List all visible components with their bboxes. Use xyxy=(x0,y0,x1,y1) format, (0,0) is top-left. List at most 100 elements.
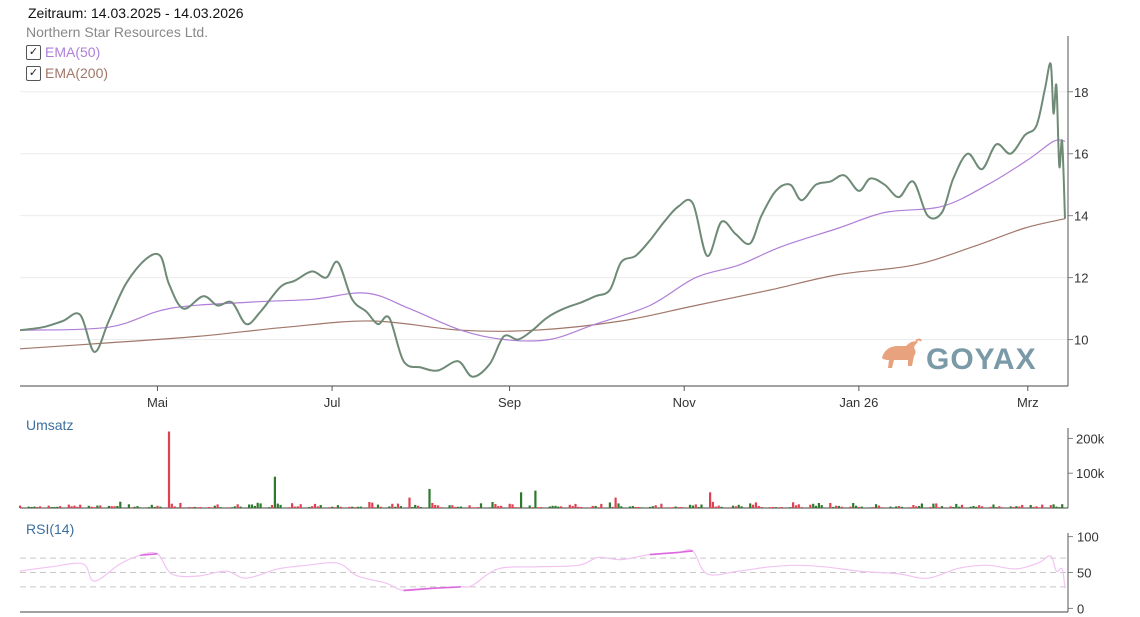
volume-bar xyxy=(872,507,875,508)
volume-bar xyxy=(90,506,93,508)
volume-bar xyxy=(448,505,451,508)
ema200-toggle[interactable]: ✓ EMA(200) xyxy=(26,65,108,81)
volume-bar xyxy=(356,506,359,508)
rsi-panel-title: RSI(14) xyxy=(26,521,74,537)
volume-bar xyxy=(780,507,783,508)
check-icon[interactable]: ✓ xyxy=(26,65,41,81)
volume-bar xyxy=(167,431,171,508)
volume-bar xyxy=(348,506,351,508)
volume-bar xyxy=(328,507,331,508)
volume-bar xyxy=(754,502,757,508)
volume-bar xyxy=(597,507,600,508)
volume-bar xyxy=(832,506,835,508)
volume-bar xyxy=(720,506,723,508)
volume-bar xyxy=(236,504,239,508)
volume-bar xyxy=(1018,506,1021,508)
volume-bar xyxy=(981,506,984,508)
volume-bar xyxy=(259,503,262,508)
volume-bar xyxy=(737,504,740,508)
volume-bar xyxy=(93,507,96,508)
volume-bar xyxy=(772,507,775,508)
volume-bar xyxy=(651,506,654,508)
volume-bar xyxy=(39,506,42,508)
volume-bar xyxy=(50,507,53,508)
volume-panel-title: Umsatz xyxy=(26,417,73,433)
volume-bar xyxy=(273,476,276,508)
volume-bar xyxy=(414,504,417,508)
volume-bar xyxy=(1001,507,1004,508)
volume-bar xyxy=(53,507,56,508)
volume-bar xyxy=(351,506,354,508)
volume-bar xyxy=(187,507,191,508)
volume-bar xyxy=(107,505,110,508)
x-tick-label: Mrz xyxy=(1017,395,1039,410)
rsi-tick-label: 100 xyxy=(1077,530,1099,545)
volume-bar xyxy=(477,507,480,508)
volume-bar xyxy=(940,506,944,508)
volume-bar xyxy=(571,506,574,508)
ema200-series xyxy=(19,218,1066,350)
volume-bar xyxy=(929,506,932,508)
volume-bar xyxy=(417,505,420,508)
volume-bar xyxy=(969,506,972,508)
volume-bar xyxy=(268,507,271,508)
volume-bar xyxy=(514,507,517,508)
volume-bar xyxy=(949,506,952,508)
volume-bar xyxy=(812,503,815,508)
ema50-toggle[interactable]: ✓ EMA(50) xyxy=(26,44,100,60)
period-label: Zeitraum: 14.03.2025 - 14.03.2026 xyxy=(28,5,244,21)
volume-bar xyxy=(199,507,202,508)
volume-bar xyxy=(688,504,692,508)
volume-bar xyxy=(792,502,795,508)
volume-bar xyxy=(276,503,279,508)
volume-bar xyxy=(540,507,543,508)
volume-bar xyxy=(494,504,497,508)
volume-bar xyxy=(439,507,443,508)
volume-bar xyxy=(179,502,182,508)
volume-bar xyxy=(880,507,883,508)
price-y-axis: 10 12 14 16 18 xyxy=(20,36,1088,387)
volume-bar xyxy=(253,506,256,508)
volume-bar xyxy=(56,506,59,508)
volume-bar xyxy=(751,504,755,508)
volume-bar xyxy=(239,506,242,508)
volume-bar xyxy=(511,504,514,508)
volume-bar xyxy=(895,506,898,508)
volume-bar xyxy=(428,488,431,508)
volume-bar xyxy=(855,505,858,508)
volume-bar xyxy=(617,503,620,508)
volume-bar xyxy=(228,507,231,508)
volume-bar xyxy=(660,503,663,508)
ema200-line xyxy=(19,218,1066,350)
volume-bar xyxy=(989,506,992,508)
volume-bar xyxy=(557,506,560,508)
volume-bar xyxy=(614,497,617,508)
volume-bar xyxy=(800,507,803,508)
volume-bar xyxy=(288,507,291,508)
volume-bar xyxy=(978,505,981,508)
volume-bar xyxy=(637,507,640,508)
price-grid xyxy=(20,91,1068,341)
volume-bar xyxy=(110,506,113,508)
rsi-tick-label: 50 xyxy=(1077,566,1091,581)
volume-bar xyxy=(1041,504,1044,508)
volume-bar xyxy=(190,507,193,508)
volume-bar xyxy=(600,503,603,508)
volume-bar xyxy=(210,507,213,508)
volume-bar xyxy=(528,505,531,508)
volume-bar xyxy=(279,504,282,508)
volume-bar xyxy=(1009,506,1012,508)
volume-bar xyxy=(714,506,717,508)
volume-bar xyxy=(794,505,798,508)
volume-bar xyxy=(671,507,674,508)
check-icon[interactable]: ✓ xyxy=(26,44,41,60)
volume-bar xyxy=(230,507,234,508)
volume-bar xyxy=(196,507,199,508)
volume-bar xyxy=(995,507,998,508)
price-tick-label: 14 xyxy=(1074,209,1088,224)
price-tick-label: 18 xyxy=(1074,85,1088,100)
volume-bar xyxy=(537,507,540,508)
price-tick-label: 12 xyxy=(1074,271,1088,286)
volume-bar xyxy=(534,490,537,508)
